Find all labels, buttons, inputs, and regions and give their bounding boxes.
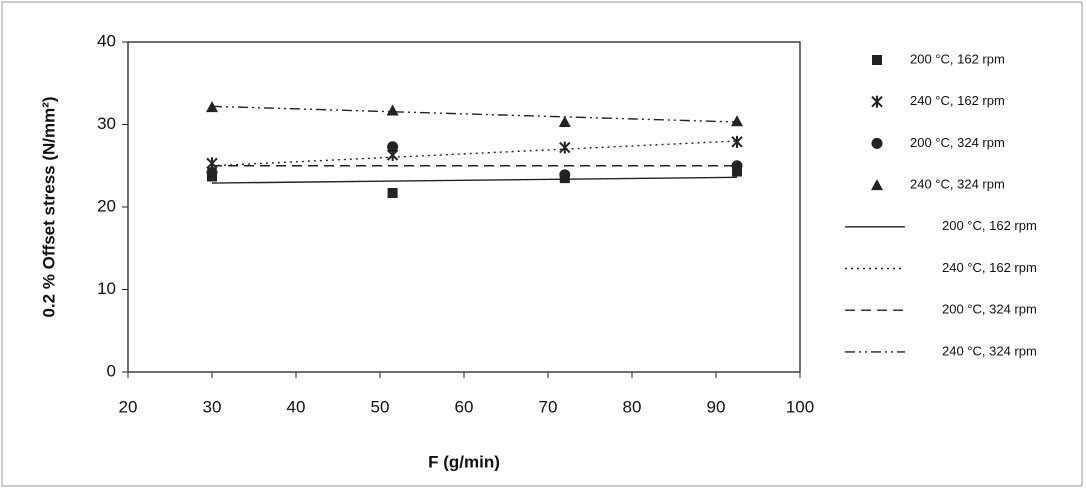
x-tick-label: 20 <box>119 397 138 416</box>
x-axis-label: F (g/min) <box>428 452 500 471</box>
marker-triangle <box>206 101 218 113</box>
legend-label: 240 °C, 324 rpm <box>942 343 1037 358</box>
y-axis-label: 0.2 % Offset stress (N/mm²) <box>39 96 58 317</box>
x-tick-label: 90 <box>707 397 726 416</box>
legend-label: 200 °C, 162 rpm <box>910 51 1005 66</box>
legend-label: 200 °C, 162 rpm <box>942 218 1037 233</box>
marker-circle <box>871 137 883 149</box>
legend-label: 240 °C, 162 rpm <box>942 260 1037 275</box>
x-tick-label: 70 <box>539 397 558 416</box>
y-tick-label: 20 <box>97 196 116 215</box>
x-tick-label: 80 <box>623 397 642 416</box>
trend-line <box>211 176 738 184</box>
legend-label: 200 °C, 324 rpm <box>910 135 1005 150</box>
marker-triangle <box>558 116 571 128</box>
marker-square <box>872 55 882 65</box>
x-tick-label: 50 <box>371 397 390 416</box>
marker-circle <box>559 169 571 181</box>
legend-label: 240 °C, 162 rpm <box>910 93 1005 108</box>
x-tick-label: 60 <box>455 397 474 416</box>
marker-star <box>731 135 743 148</box>
marker-triangle <box>731 115 743 127</box>
legend-label: 240 °C, 324 rpm <box>910 177 1005 192</box>
trend-line <box>211 105 738 123</box>
y-tick-label: 40 <box>97 31 116 50</box>
y-tick-label: 0 <box>107 361 116 380</box>
marker-triangle <box>871 179 883 191</box>
marker-triangle <box>386 104 399 116</box>
x-tick-label: 40 <box>287 397 306 416</box>
y-tick-label: 30 <box>97 114 116 133</box>
marker-circle <box>731 160 743 172</box>
y-tick-label: 10 <box>97 279 116 298</box>
x-tick-label: 100 <box>786 397 814 416</box>
x-tick-label: 30 <box>203 397 222 416</box>
marker-circle <box>387 141 399 153</box>
marker-star <box>871 95 883 108</box>
marker-square <box>387 187 398 198</box>
legend-label: 200 °C, 324 rpm <box>942 302 1037 317</box>
marker-star <box>559 141 571 154</box>
marker-circle <box>206 166 218 178</box>
marker-square <box>732 166 742 177</box>
